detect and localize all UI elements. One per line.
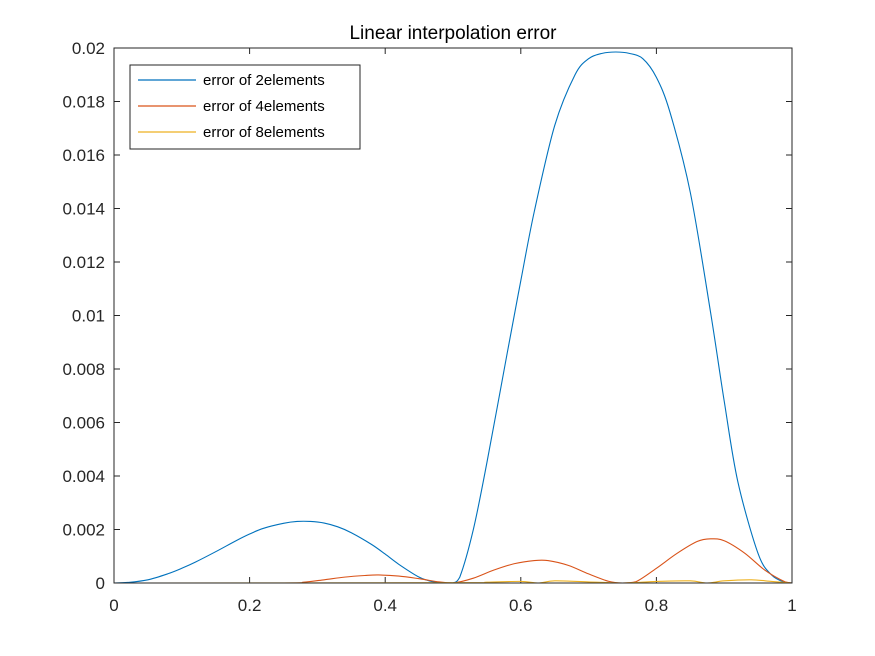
chart-title: Linear interpolation error [349, 23, 557, 44]
legend-entry-label: error of 8elements [203, 124, 325, 141]
y-tick-label: 0 [96, 574, 105, 593]
y-tick-label: 0.01 [72, 307, 105, 326]
x-tick-label: 0.8 [645, 596, 669, 615]
y-tick-label: 0.016 [62, 146, 105, 165]
legend-entry-label: error of 4elements [203, 98, 325, 115]
y-axis-ticks: 0 0.002 0.004 0.006 0.008 0.01 0.012 0.014 0.016… [62, 39, 792, 593]
y-tick-label: 0.006 [62, 414, 105, 433]
y-tick-label: 0.008 [62, 360, 105, 379]
y-tick-label: 0.014 [62, 200, 105, 219]
legend-box [129, 64, 361, 150]
x-tick-label: 0 [109, 596, 118, 615]
legend-entry-label: error of 2elements [203, 72, 325, 89]
x-tick-label: 0.4 [373, 596, 397, 615]
series-line-2 [113, 538, 793, 584]
y-tick-label: 0.012 [62, 253, 105, 272]
x-tick-label: 1 [787, 596, 796, 615]
y-tick-label: 0.004 [62, 467, 105, 486]
y-tick-label: 0.02 [72, 39, 105, 58]
series-line-1 [113, 51, 793, 584]
x-tick-label: 0.2 [238, 596, 262, 615]
y-tick-label: 0.018 [62, 93, 105, 112]
legend: error of 2elements error of 4elements erro… [129, 64, 361, 150]
x-axis-ticks: 0 0.2 0.4 0.6 0.8 1 [109, 48, 797, 615]
x-tick-label: 0.6 [509, 596, 533, 615]
plot-area-border [113, 47, 793, 584]
y-tick-label: 0.002 [62, 521, 105, 540]
